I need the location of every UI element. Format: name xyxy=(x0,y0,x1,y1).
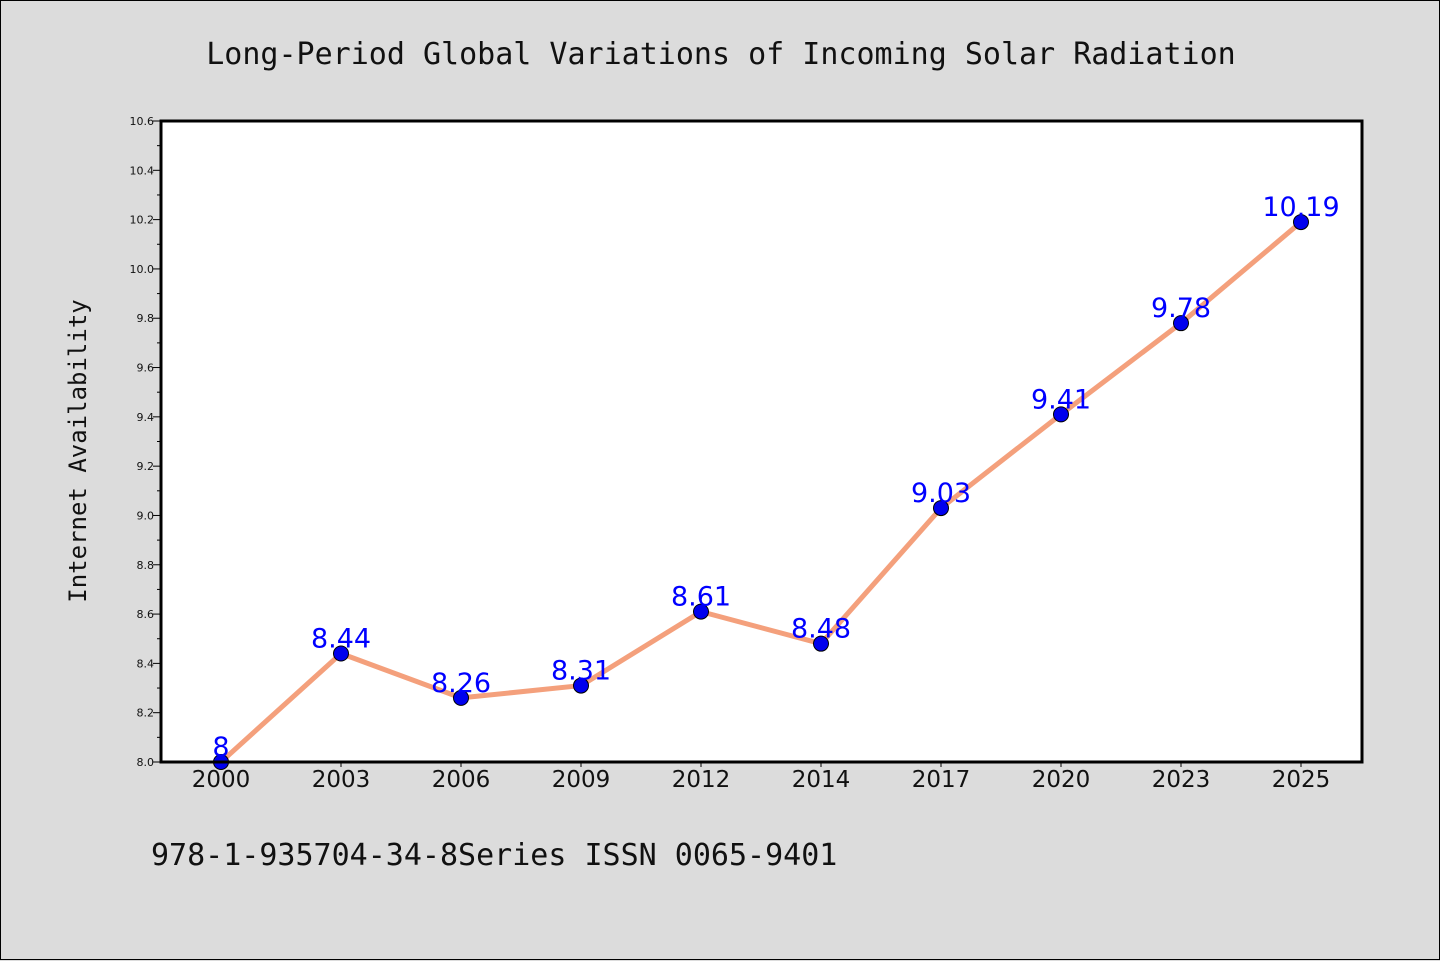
data-label: 8.48 xyxy=(791,614,851,645)
y-tick-label: 10.4 xyxy=(130,164,155,177)
y-tick-label: 8.6 xyxy=(137,608,155,621)
data-label: 9.03 xyxy=(911,478,971,509)
data-point xyxy=(333,645,349,662)
x-tick-label: 2003 xyxy=(312,767,371,793)
y-tick-label: 9.0 xyxy=(137,509,155,522)
y-tick-label: 9.4 xyxy=(137,411,155,424)
y-tick-label: 9.8 xyxy=(137,312,155,325)
y-tick-label: 8.0 xyxy=(137,756,155,769)
y-axis-label: Internet Availability xyxy=(64,299,92,602)
data-label: 8 xyxy=(212,732,229,763)
data-label: 8.31 xyxy=(551,656,611,687)
data-point xyxy=(813,635,829,652)
y-tick-label: 8.2 xyxy=(137,707,155,720)
x-tick-label: 2020 xyxy=(1032,767,1091,793)
y-tick-label: 9.6 xyxy=(137,362,155,375)
data-label: 8.44 xyxy=(311,624,371,655)
x-tick-label: 2000 xyxy=(192,767,251,793)
series-line xyxy=(218,219,1304,765)
series-group: 8 8.44 8.26 8.31 8.61 8.48 9.03 9.41 9.78 10.19 xyxy=(212,192,1340,770)
y-tick-label: 10.2 xyxy=(130,214,155,227)
y-axis-ticks: 8.0 8.2 8.4 8.6 8.8 9.0 9.2 9.4 9.6 9.8 10.0 10.2 10… xyxy=(130,115,161,769)
data-label: 8.61 xyxy=(671,582,731,613)
data-point xyxy=(933,500,949,517)
x-axis-ticks: 2000 2003 2006 2009 2012 2014 2017 2020 2023 2025 xyxy=(192,762,1331,793)
data-label: 9.78 xyxy=(1151,293,1211,324)
x-tick-label: 2009 xyxy=(552,767,611,793)
data-point xyxy=(1173,315,1189,332)
y-tick-label: 10.0 xyxy=(130,263,155,276)
x-tick-label: 2006 xyxy=(432,767,491,793)
data-point xyxy=(1053,406,1069,423)
y-tick-label: 9.2 xyxy=(137,460,155,473)
data-point xyxy=(1293,214,1309,231)
data-point xyxy=(453,689,469,706)
x-tick-label: 2012 xyxy=(672,767,731,793)
plot-border xyxy=(159,119,1364,764)
plot-area xyxy=(161,121,1362,762)
data-label: 9.41 xyxy=(1031,384,1091,415)
y-tick-label: 8.4 xyxy=(137,657,155,670)
data-point xyxy=(573,677,589,694)
footer-text: 978-1-935704-34-8Series ISSN 0065-9401 xyxy=(151,838,837,873)
data-label: 8.26 xyxy=(431,668,491,699)
x-tick-label: 2014 xyxy=(792,767,851,793)
data-label: 10.19 xyxy=(1262,192,1339,223)
y-tick-label: 10.6 xyxy=(130,115,155,128)
x-tick-label: 2017 xyxy=(912,767,971,793)
x-tick-label: 2025 xyxy=(1272,767,1331,793)
y-tick-label: 8.8 xyxy=(137,559,155,572)
x-tick-label: 2023 xyxy=(1152,767,1211,793)
data-point xyxy=(693,603,709,620)
chart-title: Long-Period Global Variations of Incomin… xyxy=(206,37,1236,72)
